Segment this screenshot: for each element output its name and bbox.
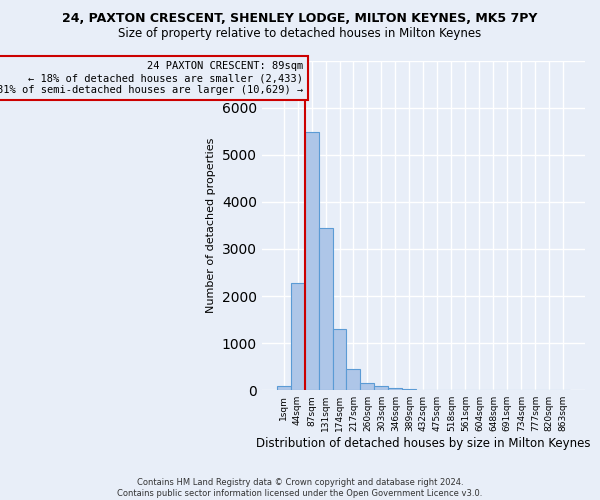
- Text: Size of property relative to detached houses in Milton Keynes: Size of property relative to detached ho…: [118, 28, 482, 40]
- Bar: [332, 328, 346, 390]
- Bar: [277, 386, 290, 390]
- Y-axis label: Number of detached properties: Number of detached properties: [206, 138, 217, 313]
- Bar: [403, 389, 416, 390]
- Bar: [374, 386, 388, 390]
- Text: 24, PAXTON CRESCENT, SHENLEY LODGE, MILTON KEYNES, MK5 7PY: 24, PAXTON CRESCENT, SHENLEY LODGE, MILT…: [62, 12, 538, 26]
- Bar: [388, 388, 403, 390]
- Text: Contains HM Land Registry data © Crown copyright and database right 2024.
Contai: Contains HM Land Registry data © Crown c…: [118, 478, 482, 498]
- Bar: [290, 283, 305, 390]
- Text: 24 PAXTON CRESCENT: 89sqm
← 18% of detached houses are smaller (2,433)
81% of se: 24 PAXTON CRESCENT: 89sqm ← 18% of detac…: [0, 62, 303, 94]
- X-axis label: Distribution of detached houses by size in Milton Keynes: Distribution of detached houses by size …: [256, 437, 590, 450]
- Bar: [361, 382, 374, 390]
- Bar: [319, 228, 332, 390]
- Bar: [305, 132, 319, 390]
- Bar: [346, 368, 361, 390]
